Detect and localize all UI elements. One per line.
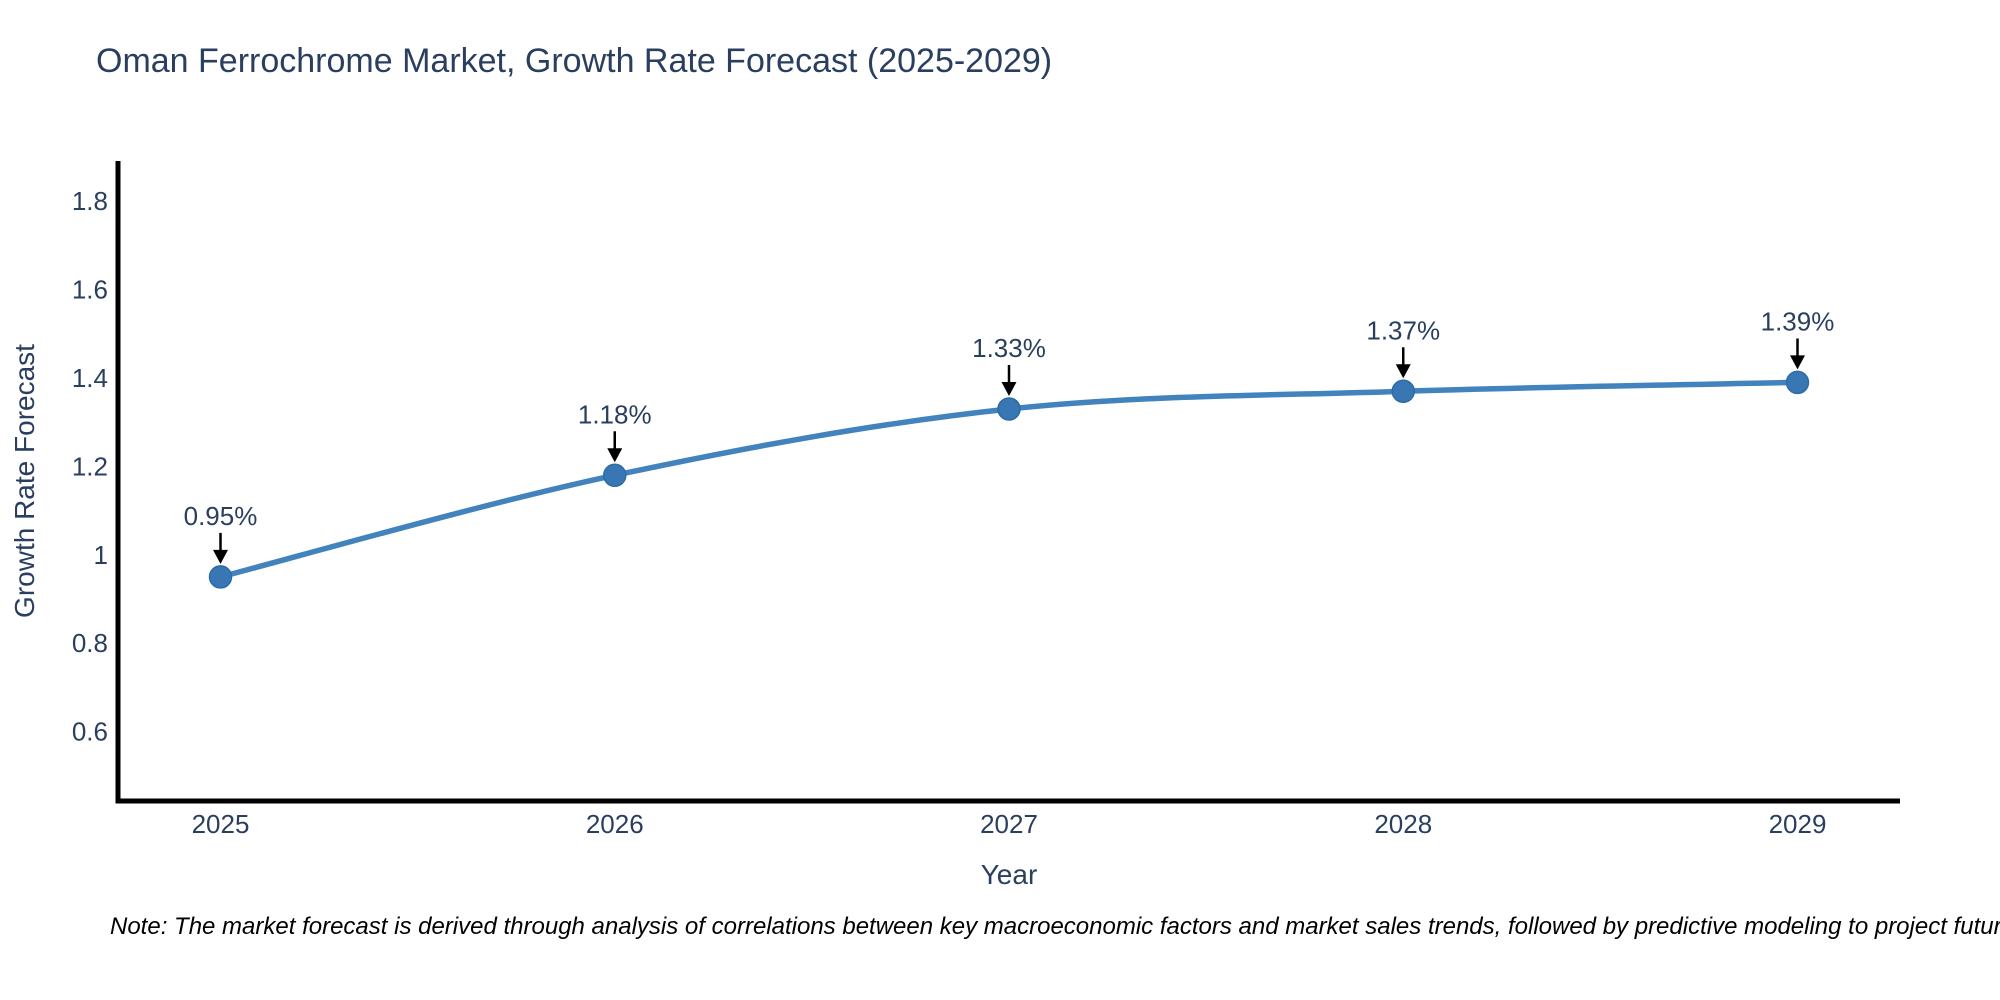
chart-title: Oman Ferrochrome Market, Growth Rate For… bbox=[96, 42, 1053, 80]
x-tick-label: 2028 bbox=[1374, 809, 1432, 839]
y-tick-label: 1.2 bbox=[72, 451, 108, 481]
annotation-arrowhead-icon bbox=[1395, 364, 1411, 379]
y-tick-label: 0.8 bbox=[72, 628, 108, 658]
x-tick-label: 2026 bbox=[586, 809, 644, 839]
data-point-2025[interactable] bbox=[208, 565, 233, 589]
x-tick-label: 2025 bbox=[192, 809, 250, 839]
point-value-label: 1.39% bbox=[1761, 306, 1835, 336]
x-tick-label: 2027 bbox=[980, 809, 1038, 839]
point-value-label: 1.37% bbox=[1366, 315, 1440, 345]
y-tick-label: 1.4 bbox=[72, 363, 108, 393]
annotation-arrowhead-icon bbox=[1789, 355, 1805, 370]
annotation-arrowhead-icon bbox=[213, 549, 229, 564]
chart-note: Note: The market forecast is derived thr… bbox=[110, 913, 2000, 940]
point-value-label: 1.33% bbox=[972, 333, 1046, 363]
y-tick-label: 1.6 bbox=[72, 275, 108, 305]
point-value-label: 0.95% bbox=[184, 501, 258, 531]
data-point-2029[interactable] bbox=[1785, 370, 1810, 395]
x-tick-label: 2029 bbox=[1769, 809, 1827, 839]
data-point-2028[interactable] bbox=[1391, 379, 1415, 404]
y-axis-title: Growth Rate Forecast bbox=[9, 344, 40, 618]
annotation-arrowhead-icon bbox=[1001, 381, 1017, 396]
x-axis-title: Year bbox=[981, 859, 1038, 890]
y-tick-label: 1 bbox=[94, 540, 108, 570]
annotation-arrowhead-icon bbox=[607, 448, 623, 463]
y-tick-label: 1.8 bbox=[72, 186, 108, 216]
data-point-2026[interactable] bbox=[603, 463, 627, 488]
y-tick-label: 0.6 bbox=[72, 717, 108, 747]
point-value-label: 1.18% bbox=[578, 399, 652, 429]
data-point-2027[interactable] bbox=[997, 397, 1021, 421]
